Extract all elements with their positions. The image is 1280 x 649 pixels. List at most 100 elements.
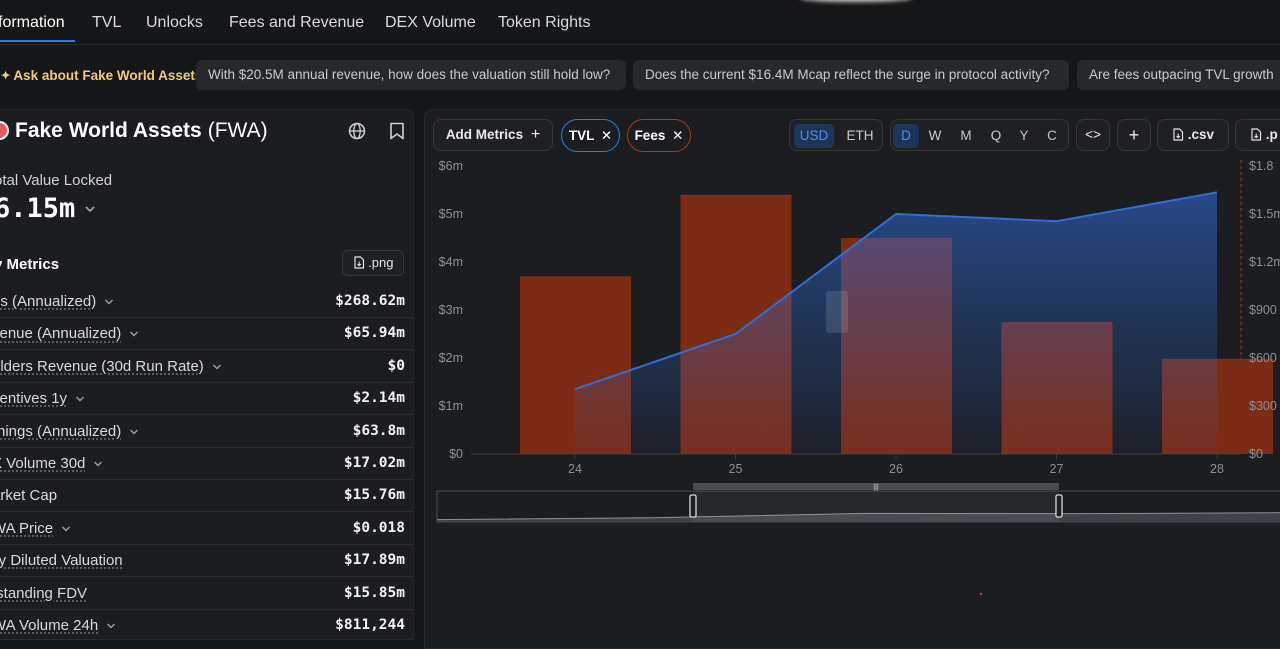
close-icon[interactable]: ✕ [600,128,613,143]
tab-information[interactable]: formation [0,14,65,31]
metric-value: $63.8m [352,422,405,439]
chevron-down-icon[interactable] [104,298,114,306]
metric-label[interactable]: X Volume 30d [0,455,103,472]
chevron-down-icon[interactable] [93,460,103,468]
navigator-handle-left[interactable] [689,494,697,518]
x-tick-label: 24 [568,462,582,476]
tab-fees-and-revenue[interactable]: Fees and Revenue [229,14,365,31]
y-left-tick-label: $1m [439,399,463,413]
metric-row[interactable]: rnings (Annualized) $63.8m [0,416,413,448]
metric-label[interactable]: rnings (Annualized) [0,423,139,440]
metric-row[interactable]: WA Price $0.018 [0,513,413,545]
metric-row[interactable]: es (Annualized) $268.62m [0,286,413,318]
top-glow [800,0,912,2]
metric-label[interactable]: venue (Annualized) [0,325,139,342]
ask-label[interactable]: ✦ Ask about Fake World Assets [0,68,203,83]
tvl-line[interactable] [574,191,1218,391]
period-w[interactable]: W [928,128,942,143]
metric-label[interactable]: centives 1y [0,390,85,407]
metric-label[interactable]: lly Diluted Valuation [0,552,123,570]
navigator-area [437,512,1280,522]
metric-label[interactable]: olders Revenue (30d Run Rate) [0,358,222,375]
tab-tvl[interactable]: TVL [92,14,122,31]
metric-row[interactable]: WA Volume 24h $811,244 [0,610,413,639]
x-tick-label: 28 [1210,462,1224,476]
chevron-down-icon[interactable] [61,525,71,533]
metric-label[interactable]: WA Volume 24h [0,617,116,634]
y-left-tick-label: $5m [439,207,463,221]
period-q[interactable]: Q [990,128,1002,143]
metric-row[interactable]: venue (Annualized) $65.94m [0,318,413,351]
currency-usd[interactable]: USD [794,124,834,148]
bookmark-icon[interactable] [389,122,405,140]
file-download-icon [353,256,364,269]
download-png-button[interactable]: .p [1235,119,1280,151]
chevron-down-icon[interactable] [129,330,139,338]
globe-icon[interactable] [348,122,366,140]
metric-row[interactable]: tstanding FDV $15.85m [0,578,413,610]
metric-value: $811,244 [335,617,405,633]
chart-svg: $0 $1m $2m $3m $4m $5m $6m $0 $300 $600 $900 $1.2m $… [436,159,1280,595]
tvl-value: 6.15m [0,193,76,224]
download-png-button[interactable]: .png [342,250,404,276]
metric-value: $268.62m [335,293,405,309]
close-icon[interactable]: ✕ [672,128,684,143]
currency-eth[interactable]: ETH [846,128,874,143]
metric-value: $65.94m [343,325,405,342]
protocol-ticker: (FWA) [207,119,268,142]
chevron-down-icon[interactable] [212,363,222,371]
period-m[interactable]: M [960,128,972,143]
period-c[interactable]: C [1047,128,1057,143]
period-d[interactable]: D [893,124,919,148]
active-tab-indicator [0,40,75,42]
chevron-down-icon[interactable] [106,622,116,630]
file-download-icon [1173,128,1184,141]
suggested-question-2[interactable]: Does the current $16.4M Mcap reflect the… [633,60,1069,90]
suggested-question-3[interactable]: Are fees outpacing TVL growth [1077,60,1280,90]
metric-value: $15.76m [343,487,405,504]
y-left-tick-label: $6m [439,159,463,173]
tab-dex-volume[interactable]: DEX Volume [385,14,476,31]
navigator-scrollbar[interactable] [693,483,1059,490]
tvl-metric-pill[interactable]: TVL ✕ [561,119,620,152]
period-y[interactable]: Y [1019,128,1029,143]
key-metrics-title: y Metrics [0,256,60,273]
tvl-label: otal Value Locked [0,172,113,189]
metric-row[interactable]: olders Revenue (30d Run Rate) $0 [0,351,413,383]
sparkle-icon: ✦ [0,68,12,83]
metric-row[interactable]: lly Diluted Valuation $17.89m [0,545,413,578]
metric-row[interactable]: centives 1y $2.14m [0,383,413,416]
y-right-tick-label: $1.5m [1249,207,1280,221]
plus-icon: + [530,126,541,143]
metric-row[interactable]: arket Cap $15.76m [0,480,413,513]
metric-label[interactable]: tstanding FDV [0,584,88,602]
suggested-question-1[interactable]: With $20.5M annual revenue, how does the… [196,60,626,90]
metric-value: $17.02m [343,455,405,471]
add-button[interactable]: + [1117,119,1151,151]
tab-unlocks[interactable]: Unlocks [146,14,203,31]
code-icon: <> [1085,127,1101,142]
protocol-info-panel: Fake World Assets (FWA) otal Value Locked… [0,109,414,640]
fees-metric-pill[interactable]: Fees ✕ [627,119,691,152]
chevron-down-icon[interactable] [129,428,139,436]
tvl-area [575,192,1217,454]
embed-button[interactable]: <> [1076,119,1110,151]
add-metrics-button[interactable]: Add Metrics + [433,119,553,151]
metric-label[interactable]: es (Annualized) [0,293,114,310]
navigator-handle-right[interactable] [1055,494,1063,518]
chevron-down-icon[interactable] [75,395,85,403]
chevron-down-icon[interactable] [84,204,96,214]
metric-value: $17.89m [343,552,405,569]
file-download-icon [1251,128,1262,141]
metric-label[interactable]: WA Price [0,520,71,537]
metric-label[interactable]: arket Cap [0,487,58,505]
tab-token-rights[interactable]: Token Rights [498,14,591,31]
y-left-tick-label: $3m [439,303,463,317]
navigator-selection[interactable] [693,491,1059,522]
y-left-tick-label: $0 [449,447,463,461]
metric-row[interactable]: X Volume 30d $17.02m [0,448,413,480]
download-csv-button[interactable]: .csv [1157,119,1229,151]
protocol-logo [0,121,9,140]
metric-value: $0.018 [352,519,405,536]
protocol-name: Fake World Assets [15,119,202,142]
